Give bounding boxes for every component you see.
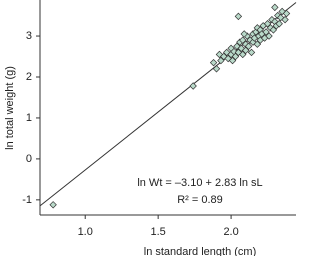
point (240, 30, 248, 38)
point (228, 56, 237, 65)
y-axis-label: ln total weight (g) (4, 66, 16, 150)
chart: ln standard length (cm) ln total weight … (4, 0, 297, 256)
point (282, 9, 291, 18)
point (275, 20, 283, 28)
point (271, 3, 279, 12)
point (268, 15, 276, 24)
y-tick-label: 3 (26, 30, 32, 42)
point (209, 58, 218, 67)
y-tick-label: -1 (22, 194, 32, 206)
y-tick-label: 2 (26, 71, 32, 83)
point (234, 12, 243, 21)
point (220, 52, 228, 61)
point (215, 50, 224, 59)
point (239, 50, 247, 59)
point (249, 38, 257, 46)
point (265, 32, 273, 40)
point (247, 48, 256, 57)
point (266, 24, 275, 32)
point (244, 42, 253, 50)
point (189, 82, 197, 90)
x-tick-label: 1.5 (151, 226, 166, 238)
point (262, 28, 270, 36)
point (263, 20, 272, 28)
point (224, 54, 232, 63)
x-axis-label: ln standard length (cm) (144, 246, 257, 256)
point (241, 46, 250, 55)
x-tick-label: 1.0 (78, 226, 93, 238)
x-tick-label: 2.0 (223, 226, 238, 238)
point (276, 13, 285, 22)
point (234, 48, 243, 57)
point (281, 15, 289, 24)
point (212, 65, 221, 73)
annotation: ln Wt = –3.10 + 2.83 ln sL (137, 177, 262, 189)
y-tick-label: 1 (26, 112, 32, 124)
y-tick-label: 0 (26, 153, 32, 165)
point (217, 56, 225, 65)
point (49, 201, 57, 209)
point (239, 36, 247, 44)
point (253, 40, 262, 48)
point (231, 52, 240, 61)
point (269, 26, 278, 34)
point (253, 24, 262, 32)
annotation: R² = 0.89 (177, 194, 223, 206)
